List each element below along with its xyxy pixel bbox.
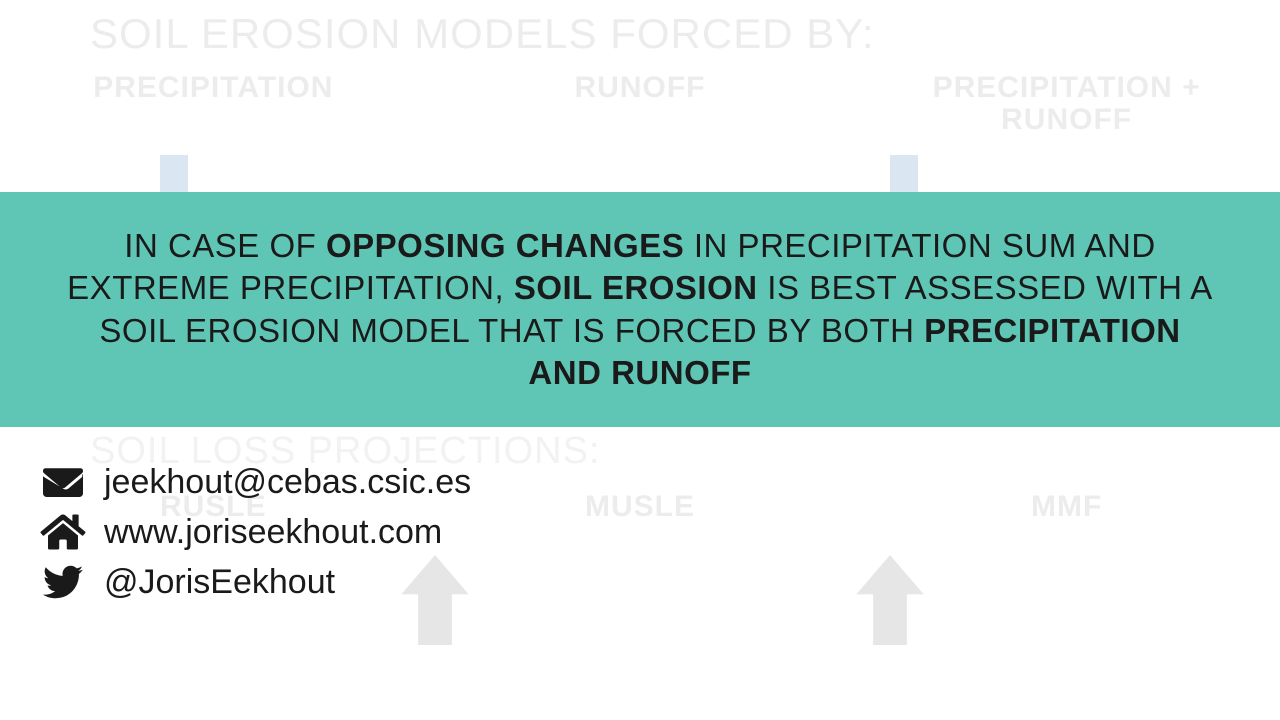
bg-model-mmf: MMF [855,490,1277,524]
contact-twitter-row: @JorisEekhout [40,562,471,602]
contact-block: jeekhout@cebas.csic.es www.joriseekhout.… [40,462,471,602]
bg-header-precip-runoff-line2: RUNOFF [1001,104,1132,136]
bg-title: SOIL EROSION MODELS FORCED BY: [90,10,875,58]
contact-website-row: www.joriseekhout.com [40,512,471,552]
contact-website-text: www.joriseekhout.com [104,513,442,552]
home-icon [40,512,86,552]
bg-model-musle: MUSLE [429,490,851,524]
contact-email-row: jeekhout@cebas.csic.es [40,462,471,502]
bg-header-precip-runoff: PRECIPITATION + RUNOFF [855,72,1277,135]
bg-headers-row: PRECIPITATION RUNOFF PRECIPITATION + RUN… [0,72,1280,135]
contact-twitter-text: @JorisEekhout [104,563,335,602]
banner-text: IN CASE OF OPPOSING CHANGES IN PRECIPITA… [60,225,1220,394]
twitter-icon [40,562,86,602]
slide: SOIL EROSION MODELS FORCED BY: PRECIPITA… [0,0,1280,720]
bg-header-runoff: RUNOFF [429,72,851,135]
grey-up-arrow-2 [855,555,925,645]
bg-bar-fragment-2 [890,155,918,193]
bg-header-precip-runoff-line1: PRECIPITATION + [933,72,1201,104]
bg-header-precipitation: PRECIPITATION [2,72,424,135]
bg-bar-fragment-1 [160,155,188,193]
contact-email-text: jeekhout@cebas.csic.es [104,463,471,502]
email-icon [40,462,86,502]
highlight-banner: IN CASE OF OPPOSING CHANGES IN PRECIPITA… [0,192,1280,427]
